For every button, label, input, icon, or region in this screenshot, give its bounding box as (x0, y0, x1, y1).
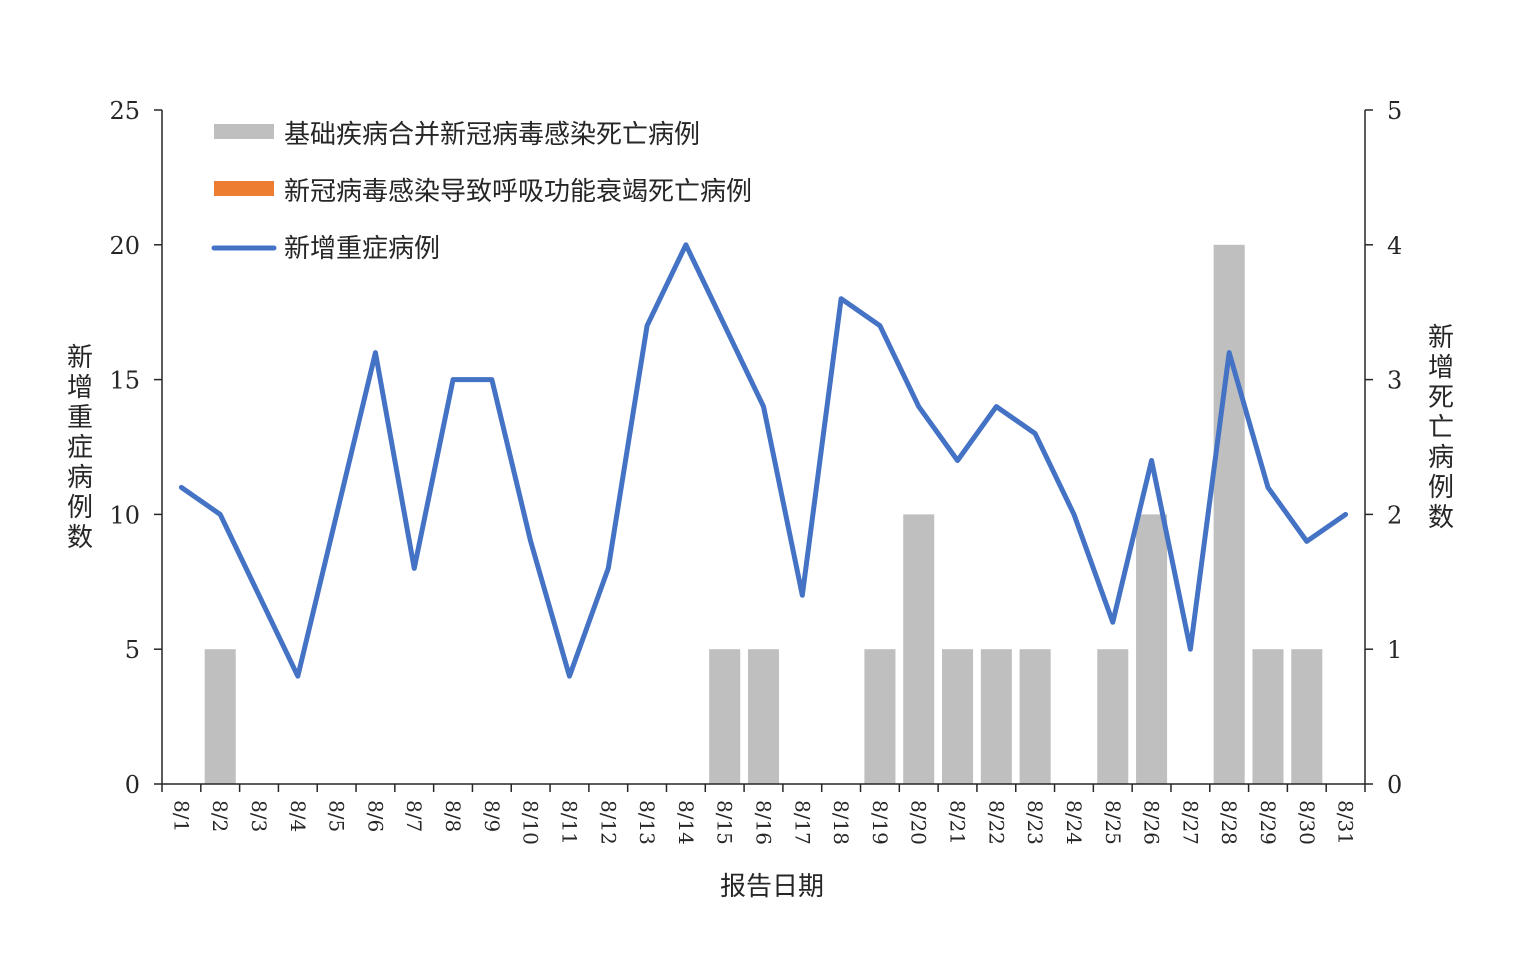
x-tick-label: 8/19 (868, 800, 892, 845)
right-y-tick-label: 0 (1387, 771, 1402, 799)
x-tick-label: 8/1 (169, 800, 193, 832)
x-tick-label: 8/8 (441, 800, 465, 832)
left-y-axis-title-char: 增 (67, 373, 93, 403)
bar-comorbidity-deaths (942, 649, 974, 784)
bar-comorbidity-deaths (1213, 244, 1245, 785)
x-tick-label: 8/24 (1062, 800, 1086, 845)
left-y-tick-label: 15 (109, 367, 140, 395)
x-tick-label: 8/6 (363, 800, 387, 832)
bar-comorbidity-deaths (1019, 649, 1051, 784)
left-y-axis-title-char: 重 (67, 403, 93, 433)
x-tick-label: 8/29 (1256, 800, 1280, 845)
right-y-axis-title-char: 增 (1428, 353, 1454, 383)
x-tick-label: 8/21 (946, 800, 970, 845)
right-y-axis-title-char: 例 (1428, 473, 1454, 503)
left-y-axis-title-char: 症 (67, 433, 93, 463)
x-tick-label: 8/11 (557, 800, 581, 845)
right-y-tick-label: 1 (1387, 636, 1402, 664)
bar-comorbidity-deaths (1252, 649, 1284, 784)
right-y-tick-label: 2 (1387, 501, 1402, 529)
x-tick-label: 8/20 (907, 800, 931, 845)
x-tick-label: 8/13 (635, 800, 659, 845)
bar-comorbidity-deaths (747, 649, 780, 784)
x-tick-label: 8/22 (984, 800, 1008, 845)
legend-swatch-comorbidity-deaths (214, 124, 274, 139)
legend-label-respiratory-failure-deaths: 新冠病毒感染导致呼吸功能衰竭死亡病例 (284, 177, 752, 207)
x-tick-label: 8/30 (1295, 800, 1319, 845)
x-tick-label: 8/17 (790, 800, 814, 845)
x-tick-label: 8/14 (674, 800, 698, 845)
bar-comorbidity-deaths (1097, 649, 1129, 784)
legend-swatch-respiratory-failure-deaths (214, 181, 274, 196)
right-y-tick-label: 5 (1387, 97, 1402, 125)
right-y-tick-label: 3 (1387, 367, 1402, 395)
bar-comorbidity-deaths (980, 649, 1012, 784)
bar-comorbidity-deaths (709, 649, 741, 784)
right-y-axis-title-char: 病 (1428, 443, 1454, 473)
x-tick-label: 8/31 (1334, 800, 1358, 845)
x-tick-label: 8/28 (1217, 800, 1241, 845)
right-y-axis-title-char: 死 (1428, 383, 1454, 413)
right-y-axis-title-char: 新 (1428, 323, 1454, 353)
left-y-axis-title-char: 例 (67, 493, 93, 523)
left-y-axis-title-char: 数 (67, 523, 93, 553)
left-y-axis-title-char: 病 (67, 463, 93, 493)
x-tick-label: 8/15 (713, 800, 737, 845)
legend-label-severe-cases: 新增重症病例 (284, 234, 440, 264)
bar-comorbidity-deaths (1291, 649, 1323, 784)
legend: 基础疾病合并新冠病毒感染死亡病例 新冠病毒感染导致呼吸功能衰竭死亡病例 新增重症… (211, 120, 752, 264)
right-y-axis-title-char: 亡 (1428, 413, 1454, 443)
x-tick-label: 8/25 (1101, 800, 1125, 845)
x-tick-label: 8/2 (208, 800, 232, 832)
bar-comorbidity-deaths (903, 514, 935, 784)
axes-layer (161, 110, 1366, 785)
left-y-tick-label: 25 (109, 97, 140, 125)
x-tick-label: 8/23 (1023, 800, 1047, 845)
x-tick-label: 8/26 (1140, 800, 1164, 845)
x-tick-label: 8/9 (480, 800, 504, 832)
bar-comorbidity-deaths (864, 649, 896, 784)
line-layer (178, 242, 1349, 679)
x-tick-label: 8/18 (829, 800, 853, 845)
bars-layer (204, 244, 1323, 785)
left-y-tick-label: 0 (125, 771, 140, 799)
x-tick-label: 8/5 (325, 800, 349, 832)
x-tick-label: 8/10 (519, 800, 543, 845)
left-y-tick-label: 10 (109, 501, 140, 529)
left-y-tick-label: 5 (125, 636, 140, 664)
ticks-layer: 0 5 10 15 20 25 0 1 2 3 4 5 8/1 8/2 8/3 8/4 8/5 8/6 8/7 8/8… (109, 97, 1402, 845)
x-tick-label: 8/27 (1178, 800, 1202, 845)
right-y-tick-label: 4 (1387, 232, 1402, 260)
left-y-axis-title-char: 新 (67, 343, 93, 373)
right-y-axis-title-char: 数 (1428, 503, 1454, 533)
x-tick-label: 8/3 (247, 800, 271, 832)
x-tick-label: 8/4 (286, 800, 310, 832)
series-line-severe-cases (178, 242, 1349, 679)
bar-comorbidity-deaths (204, 649, 236, 784)
left-y-tick-label: 20 (109, 232, 140, 260)
x-axis-title: 报告日期 (720, 872, 824, 902)
legend-label-comorbidity-deaths: 基础疾病合并新冠病毒感染死亡病例 (284, 120, 700, 150)
bar-comorbidity-deaths (1136, 514, 1168, 784)
x-tick-label: 8/12 (596, 800, 620, 845)
x-tick-label: 8/16 (752, 800, 776, 845)
x-tick-label: 8/7 (402, 800, 426, 832)
